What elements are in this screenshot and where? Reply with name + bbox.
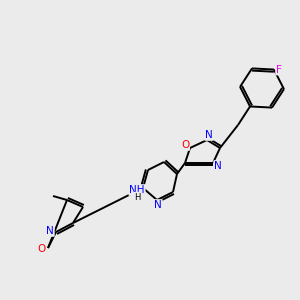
Text: NH: NH — [129, 185, 145, 195]
Text: O: O — [38, 244, 46, 254]
Text: H: H — [134, 193, 140, 202]
Text: N: N — [214, 161, 222, 171]
Text: F: F — [276, 64, 282, 74]
Text: N: N — [154, 200, 162, 210]
Text: O: O — [181, 140, 189, 150]
Text: N: N — [205, 130, 213, 140]
Text: N: N — [46, 226, 54, 236]
